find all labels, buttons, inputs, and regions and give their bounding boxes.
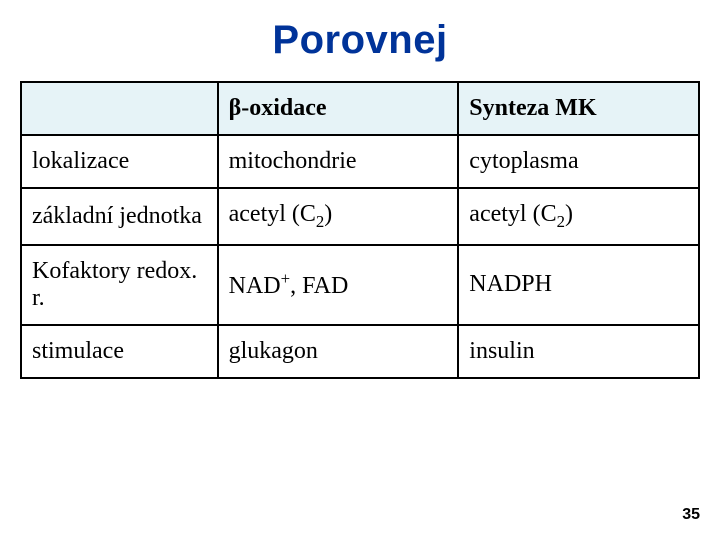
row-cell: glukagon xyxy=(218,325,459,378)
table-row: lokalizacemitochondriecytoplasma xyxy=(21,135,699,188)
row-label: lokalizace xyxy=(21,135,218,188)
row-label: základní jednotka xyxy=(21,188,218,245)
header-cell-empty xyxy=(21,82,218,135)
table-header-row: β-oxidace Synteza MK xyxy=(21,82,699,135)
row-label: Kofaktory redox. r. xyxy=(21,245,218,325)
header-cell-beta-oxidace: β-oxidace xyxy=(218,82,459,135)
slide-title: Porovnej xyxy=(20,18,700,63)
table-row: Kofaktory redox. r.NAD+, FADNADPH xyxy=(21,245,699,325)
row-cell: NADPH xyxy=(458,245,699,325)
table-body: lokalizacemitochondriecytoplasmazákladní… xyxy=(21,135,699,378)
comparison-table: β-oxidace Synteza MK lokalizacemitochond… xyxy=(20,81,700,379)
row-cell: cytoplasma xyxy=(458,135,699,188)
table-row: stimulaceglukagoninsulin xyxy=(21,325,699,378)
slide: Porovnej β-oxidace Synteza MK lokalizace… xyxy=(0,0,720,540)
row-cell: acetyl (C2) xyxy=(458,188,699,245)
page-number: 35 xyxy=(682,506,700,524)
row-cell: mitochondrie xyxy=(218,135,459,188)
table-row: základní jednotkaacetyl (C2)acetyl (C2) xyxy=(21,188,699,245)
row-cell: insulin xyxy=(458,325,699,378)
row-cell: NAD+, FAD xyxy=(218,245,459,325)
header-cell-synteza: Synteza MK xyxy=(458,82,699,135)
row-cell: acetyl (C2) xyxy=(218,188,459,245)
row-label: stimulace xyxy=(21,325,218,378)
beta-rest: -oxidace xyxy=(241,95,326,121)
beta-char: β xyxy=(229,95,242,121)
